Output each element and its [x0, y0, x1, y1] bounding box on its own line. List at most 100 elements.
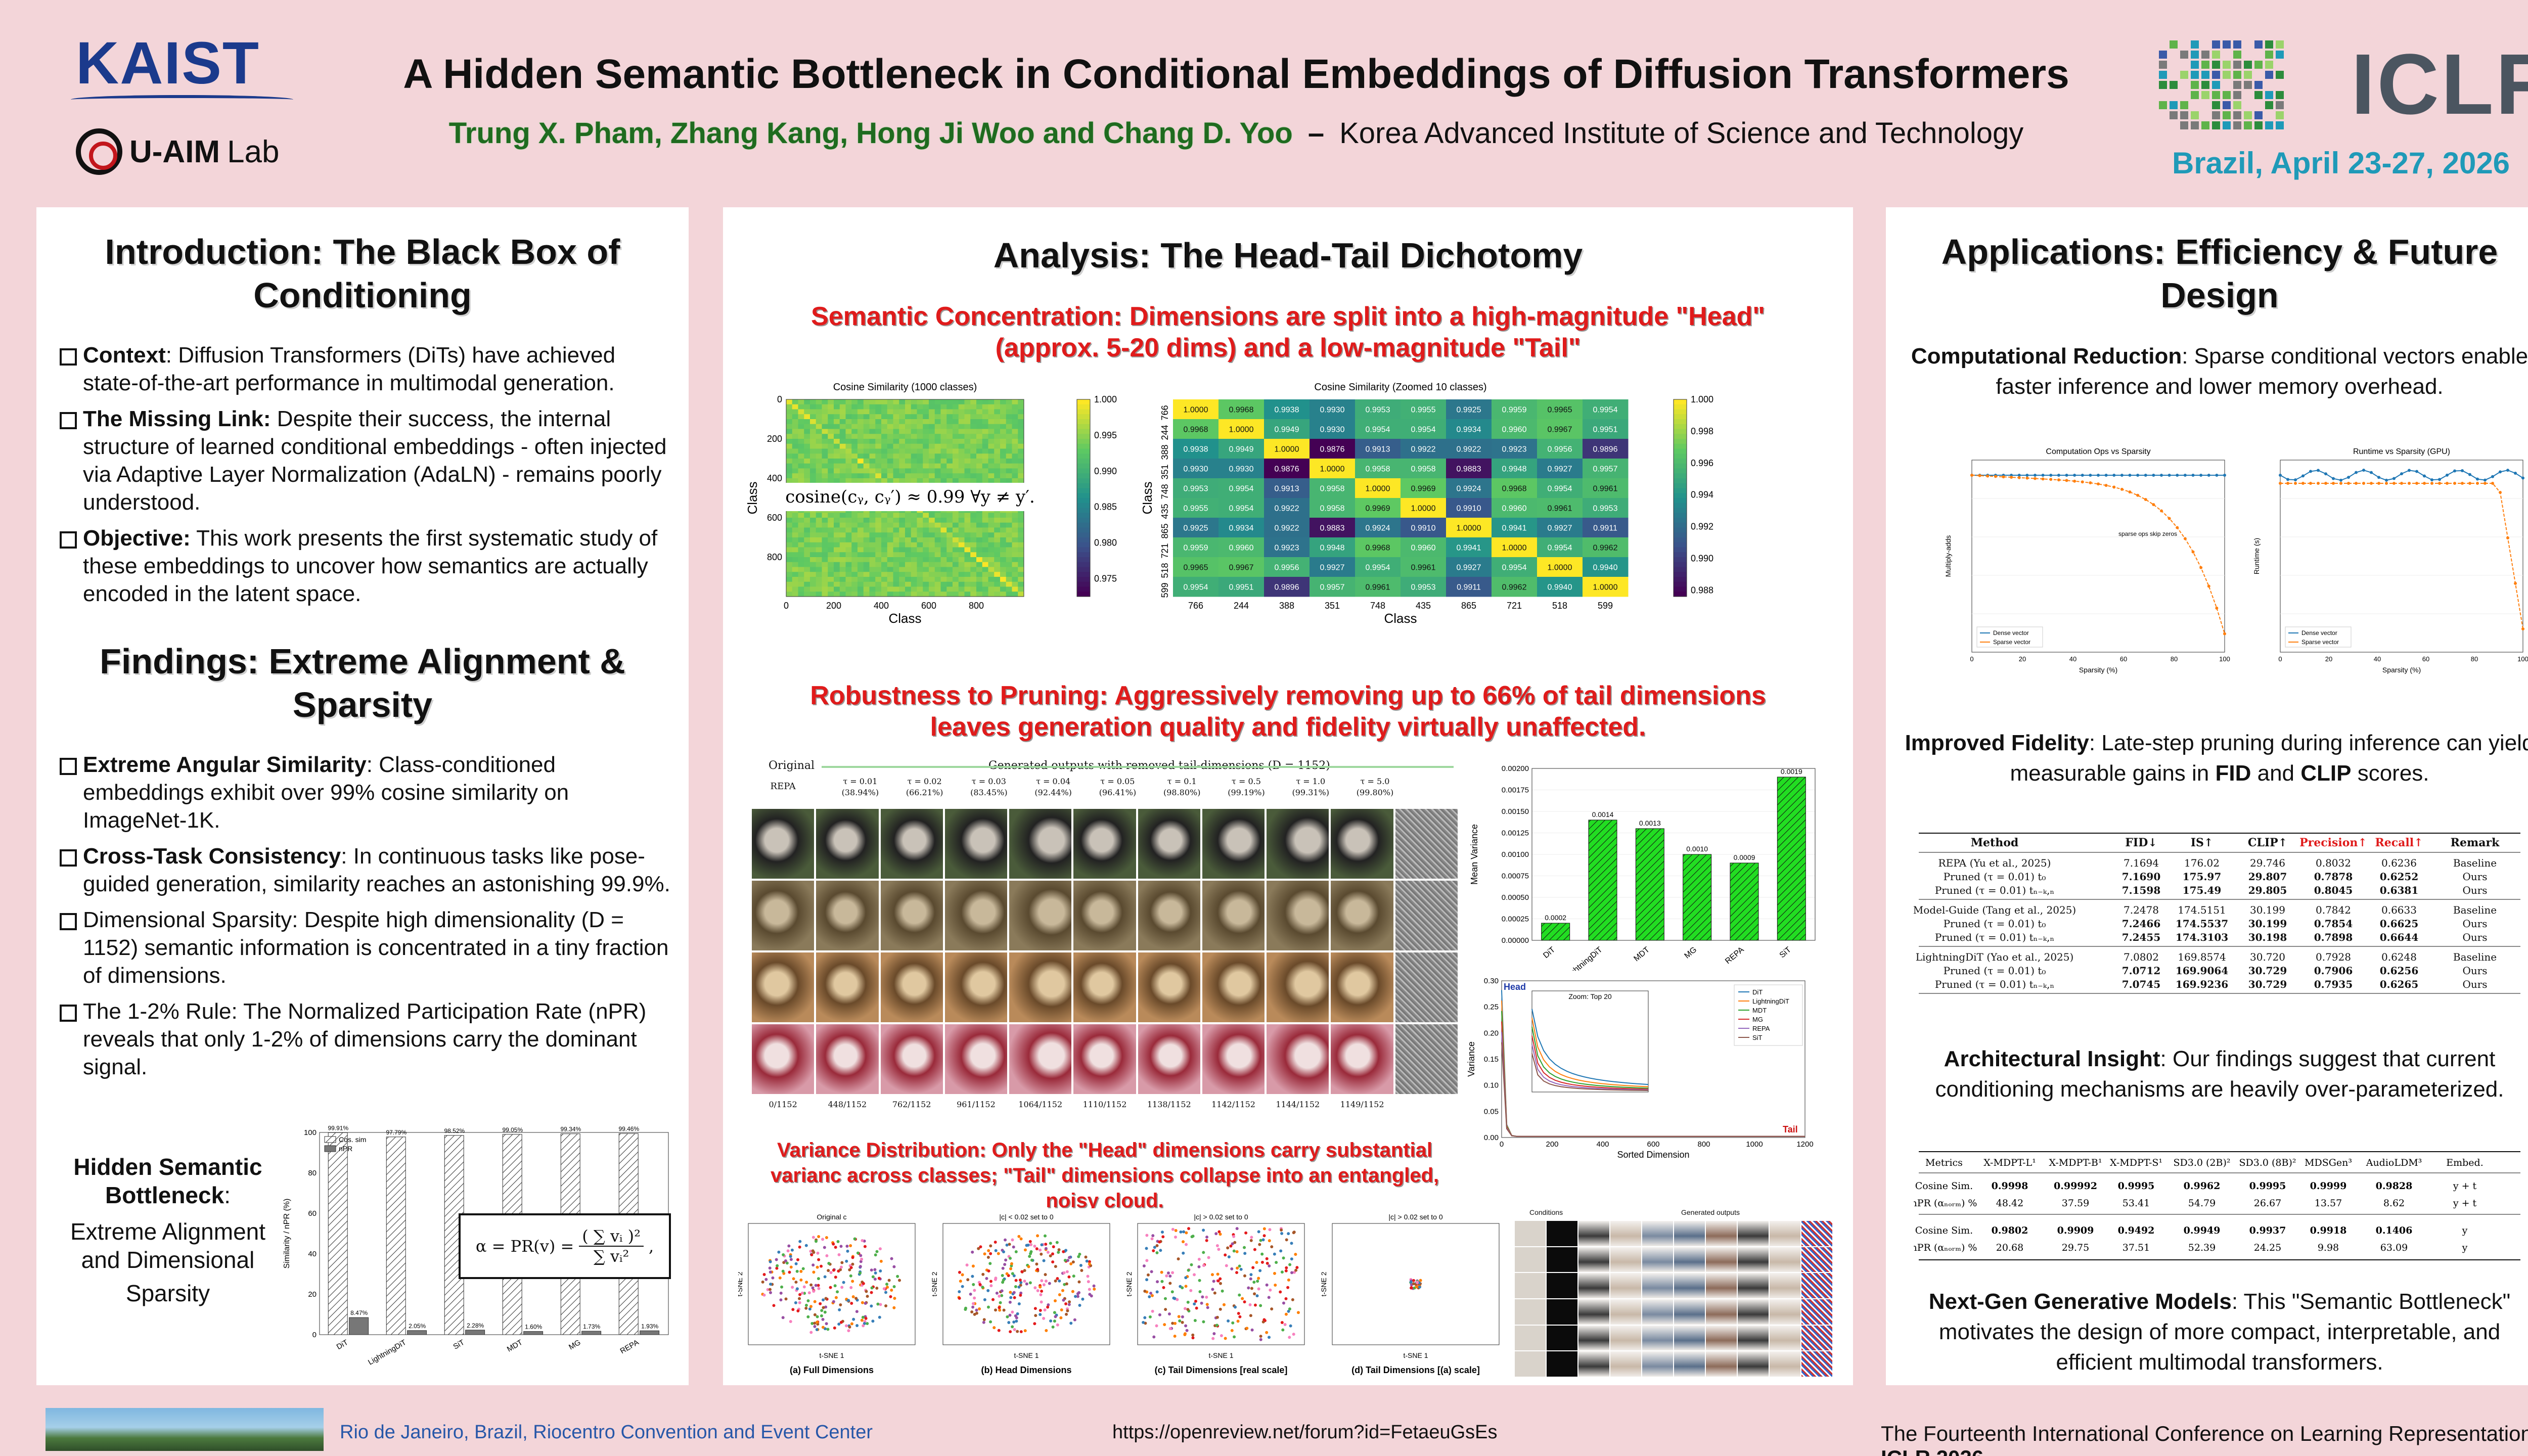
- tsne-point: [833, 1326, 836, 1330]
- tsne-point: [823, 1310, 827, 1314]
- tsne-point: [1011, 1272, 1014, 1276]
- heat-cell: [893, 577, 899, 582]
- mosaic-tile: [2159, 61, 2167, 69]
- tsne-point: [789, 1320, 792, 1324]
- heat-cell: [822, 527, 828, 533]
- x-axis-label: t-SNE 1: [1403, 1351, 1428, 1359]
- sparse-point: [2081, 480, 2084, 484]
- table-cell: 26.67: [2254, 1198, 2281, 1209]
- openreview-link[interactable]: https://openreview.net/forum?id=FetaeuGs…: [1112, 1422, 1498, 1443]
- heat-cell: [1012, 409, 1018, 415]
- tsne-point: [973, 1312, 976, 1316]
- heat-cell: [881, 414, 888, 420]
- heat-cell: [1000, 592, 1007, 597]
- tsne-point: [1280, 1228, 1283, 1232]
- y-tick-label: 0.15: [1484, 1055, 1499, 1064]
- heat-cell: [953, 586, 959, 592]
- table-cell: 0.9828: [2376, 1180, 2413, 1192]
- heat-cell: [940, 448, 947, 454]
- heat-cell: [857, 557, 864, 563]
- tsne-point: [1269, 1288, 1272, 1292]
- heat-cell: [964, 592, 971, 597]
- heat-cell: [857, 518, 864, 523]
- heat-cell: [899, 399, 906, 405]
- cell-value: 0.9911: [1457, 583, 1481, 592]
- heat-cell: [1218, 557, 1265, 577]
- heat-cell: [822, 562, 828, 567]
- tsne-point: [1294, 1253, 1297, 1256]
- tsne-point: [1040, 1300, 1043, 1304]
- tsne-point: [1054, 1299, 1057, 1303]
- heat-cell: [839, 429, 846, 434]
- heat-cell: [863, 592, 870, 597]
- heat-cell: [845, 567, 852, 572]
- bottleneck-sub: Extreme Alignment and Dimensional: [70, 1218, 266, 1273]
- heat-cell: [940, 567, 947, 572]
- heat-cell: [1355, 537, 1401, 558]
- sparse-point: [2286, 482, 2289, 485]
- tsne-point: [1145, 1278, 1149, 1282]
- tsne-point: [1412, 1282, 1415, 1286]
- tsne-point: [787, 1244, 791, 1248]
- tsne-point: [1284, 1269, 1288, 1272]
- heat-cell: [946, 463, 953, 469]
- heat-cell: [834, 468, 840, 474]
- heat-cell: [953, 448, 959, 454]
- heat-cell: [911, 453, 917, 459]
- cell-value: 0.9958: [1320, 485, 1345, 493]
- heat-cell: [934, 453, 941, 459]
- cell-value: 0.9954: [1229, 505, 1254, 513]
- cell-value: 0.9930: [1320, 406, 1345, 415]
- heat-cell: [863, 468, 870, 474]
- heat-cell: [964, 562, 971, 567]
- heat-cell: [1006, 399, 1012, 405]
- colorbar-step: [1077, 542, 1090, 548]
- heat-cell: [1264, 399, 1310, 420]
- heat-cell: [964, 532, 971, 538]
- heat-cell: [810, 547, 817, 553]
- heat-cell: [1000, 562, 1007, 567]
- heat-cell: [899, 542, 906, 548]
- heat-cell: [822, 592, 828, 597]
- tsne-point: [1060, 1308, 1063, 1311]
- heat-cell: [946, 567, 953, 572]
- heat-cell: [851, 463, 858, 469]
- tsne-point: [792, 1277, 795, 1281]
- heat-cell: [863, 429, 870, 434]
- heat-cell: [911, 581, 917, 587]
- heatmap-1000-svg: Cosine Similarity (1000 classes)00200200…: [746, 382, 1117, 626]
- heat-cell: [881, 434, 888, 439]
- heat-cell: [804, 399, 810, 405]
- heat-cell: [1492, 478, 1538, 498]
- tsne-point: [809, 1283, 813, 1287]
- tsne-point: [884, 1291, 888, 1294]
- y-tick-label: 0.00050: [1502, 893, 1529, 902]
- poster-header: KAIST U-AIM Lab A Hidden Semantic Bottlen…: [0, 0, 2528, 202]
- heat-cell: [929, 547, 935, 553]
- heat-cell: [940, 557, 947, 563]
- heat-cell: [976, 409, 983, 415]
- iclr-mosaic-icon: [2159, 40, 2284, 129]
- heat-cell: [934, 468, 941, 474]
- tsne-point: [1168, 1282, 1172, 1285]
- tsne-point: [1265, 1331, 1269, 1334]
- generated-image: [816, 809, 879, 879]
- table-cell: Cosine Sim.: [1915, 1180, 1973, 1192]
- cell-value: 0.9948: [1502, 465, 1527, 474]
- heat-cell: [869, 567, 876, 572]
- heat-cell: [923, 439, 929, 444]
- y-axis-label: Class: [746, 481, 760, 514]
- inset-line: [1531, 1035, 1649, 1090]
- tsne-point: [1181, 1321, 1184, 1324]
- tsne-point: [849, 1244, 852, 1248]
- heat-cell: [851, 399, 858, 405]
- tsne-point: [964, 1307, 967, 1311]
- tsne-point: [1201, 1295, 1204, 1299]
- heat-cell: [1018, 414, 1024, 420]
- tsne-point: [1066, 1259, 1069, 1262]
- iclr-logo: ICLR: [2159, 35, 2528, 136]
- cell-value: 1.0000: [1411, 505, 1436, 513]
- mosaic-tile: [2180, 51, 2188, 59]
- heat-cell: [875, 522, 882, 528]
- sparse-point: [2279, 482, 2282, 485]
